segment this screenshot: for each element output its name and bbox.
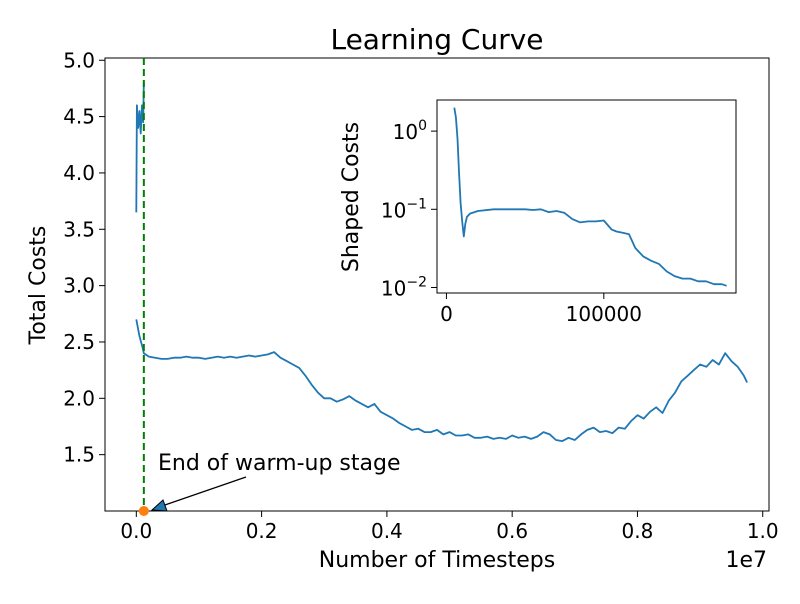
x-tick-label: 0.8 xyxy=(622,519,654,543)
x-tick-label: 0.4 xyxy=(371,519,403,543)
y-tick-label: 3.0 xyxy=(63,274,95,298)
inset-x-tick-label: 100000 xyxy=(566,302,642,326)
x-tick-label: 0.2 xyxy=(246,519,278,543)
y-tick-label: 4.0 xyxy=(63,161,95,185)
annotation-arrowhead xyxy=(150,499,168,512)
inset-y-axis-label: Shaped Costs xyxy=(339,122,364,272)
y-tick-label: 4.5 xyxy=(63,105,95,129)
x-tick-label: 0.6 xyxy=(496,519,528,543)
annotation-text: End of warm-up stage xyxy=(158,451,400,476)
y-axis-label: Total Costs xyxy=(26,226,51,346)
inset-x-tick-label: 0 xyxy=(440,302,453,326)
main-plot-area xyxy=(104,57,770,512)
inset-series-line xyxy=(453,107,727,287)
inset-plot-area xyxy=(436,99,737,294)
chart-title: Learning Curve xyxy=(330,23,543,56)
series-line xyxy=(135,319,748,443)
warmup-end-marker xyxy=(138,506,149,516)
x-tick-label: 0.0 xyxy=(120,519,152,543)
y-tick-label: 2.5 xyxy=(63,330,95,354)
annotation-arrow xyxy=(161,476,247,507)
inset-x-axis-ticks: 0 100000 xyxy=(440,293,642,326)
x-axis-offset-label: 1e7 xyxy=(725,548,767,573)
x-axis-label: Number of Timesteps xyxy=(319,548,555,573)
y-tick-label: 1.5 xyxy=(63,443,95,467)
main-y-axis-ticks: 1.5 2.0 2.5 3.0 3.5 4.0 4.5 5.0 xyxy=(63,48,105,467)
inset-series-group xyxy=(453,107,727,287)
y-tick-label: 3.5 xyxy=(63,217,95,241)
y-tick-label: 5.0 xyxy=(63,48,95,72)
y-tick-label: 2.0 xyxy=(63,386,95,410)
main-x-axis-ticks: 0.0 0.2 0.4 0.6 0.8 1.0 xyxy=(120,511,779,543)
x-tick-label: 1.0 xyxy=(747,519,779,543)
